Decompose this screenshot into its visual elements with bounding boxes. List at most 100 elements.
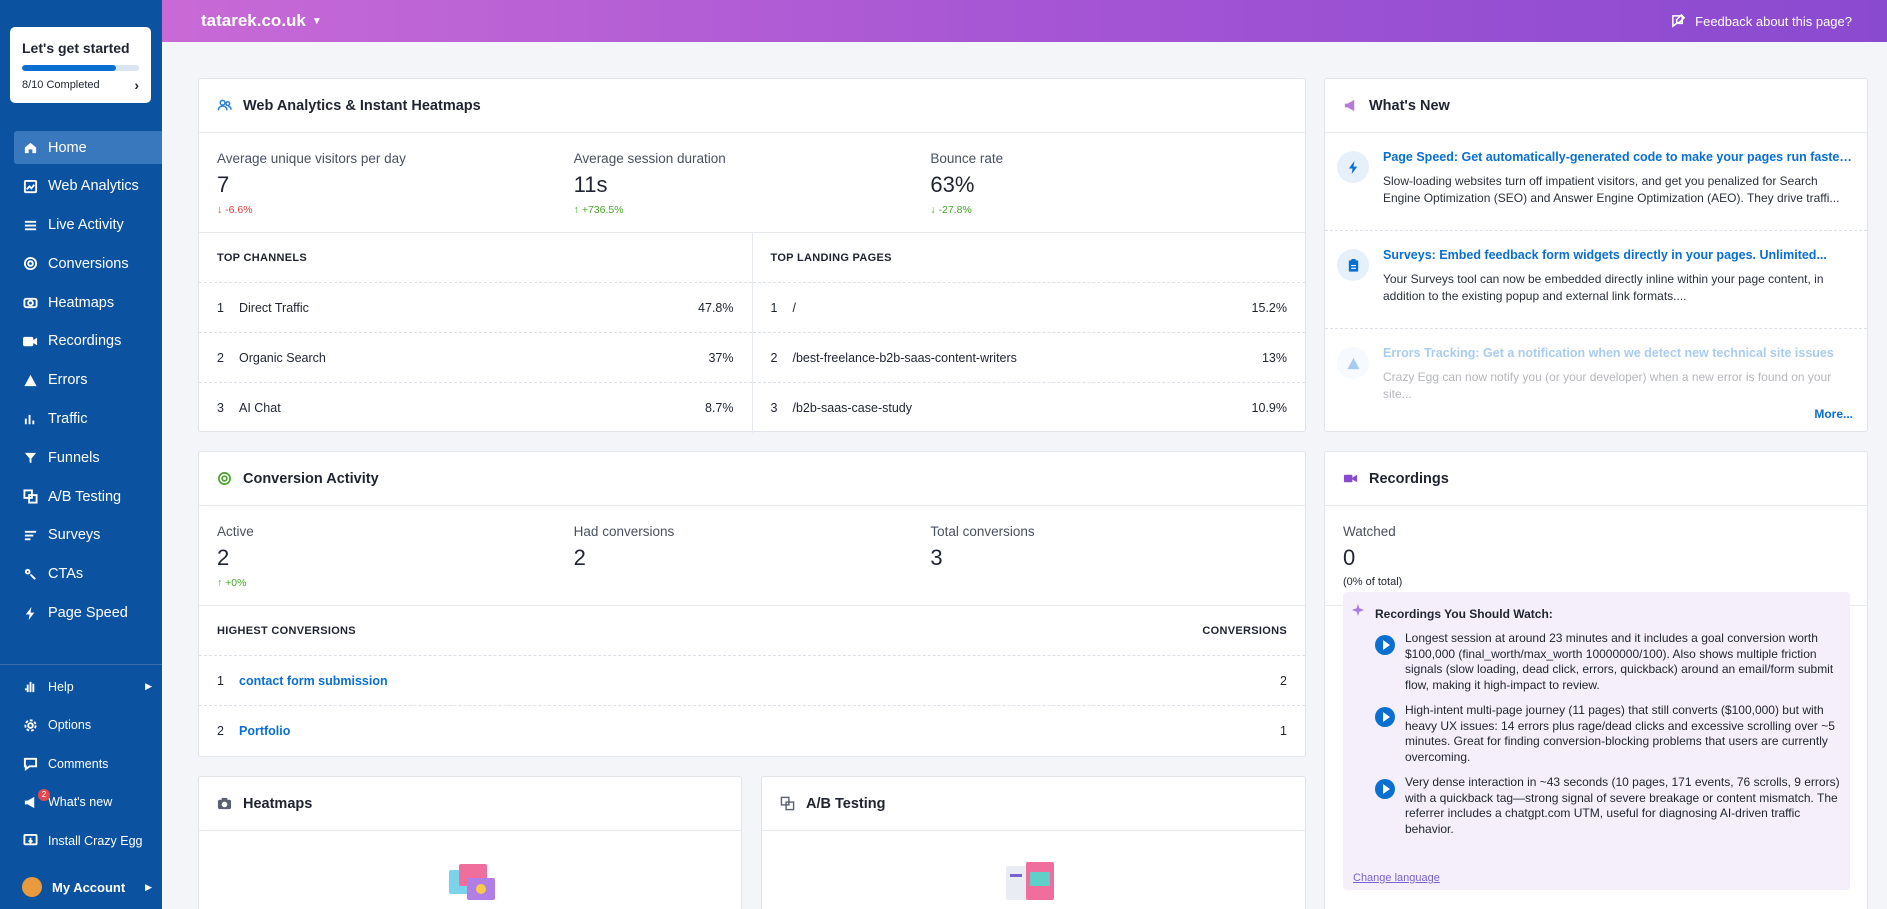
sidebar-item-traffic[interactable]: Traffic	[14, 403, 162, 436]
ab-testing-illustration-icon	[1006, 862, 1054, 900]
get-started-progress	[22, 65, 139, 71]
sidebar-item-web-analytics[interactable]: Web Analytics	[14, 170, 162, 203]
row-value: 8.7%	[705, 401, 734, 415]
sidebar-item-page-speed[interactable]: Page Speed	[14, 597, 162, 630]
table-row[interactable]: 3/b2b-saas-case-study 10.9%	[753, 383, 1306, 433]
sidebar-item-options[interactable]: Options	[14, 710, 162, 741]
table-row[interactable]: 2 Organic Search 37%	[199, 333, 752, 383]
table-row[interactable]: 1 contact form submission 2	[199, 656, 1305, 706]
change-language-link[interactable]: Change language	[1353, 872, 1440, 884]
stat-label: Active	[217, 524, 254, 539]
recordings-header[interactable]: Recordings	[1325, 452, 1867, 506]
camera-icon	[22, 295, 38, 311]
more-link[interactable]: More...	[1814, 407, 1853, 421]
sidebar-item-what-s-new[interactable]: 2 What's new	[14, 787, 162, 818]
traffic-icon	[22, 411, 38, 427]
sidebar-item-funnels[interactable]: Funnels	[14, 441, 162, 474]
my-account[interactable]: My Account ▶	[14, 877, 162, 897]
target-icon	[22, 256, 38, 272]
sidebar-item-errors[interactable]: Errors	[14, 364, 162, 397]
stat-value: 7	[217, 172, 230, 197]
sidebar-item-ctas[interactable]: CTAs	[14, 558, 162, 591]
sidebar-item-conversions[interactable]: Conversions	[14, 247, 162, 280]
get-started-progress-text: 8/10 Completed	[22, 79, 100, 91]
sidebar-item-install-crazy-egg[interactable]: Install Crazy Egg	[14, 825, 162, 856]
news-item[interactable]: Page Speed: Get automatically-generated …	[1325, 133, 1867, 231]
table-row[interactable]: 2/best-freelance-b2b-saas-content-writer…	[752, 333, 1305, 383]
play-icon[interactable]	[1375, 635, 1395, 655]
recordings-should-watch: Recordings You Should Watch: Longest ses…	[1343, 592, 1850, 890]
highest-conversions-header: HIGHEST CONVERSIONS CONVERSIONS	[199, 606, 1305, 656]
row-name[interactable]: contact form submission	[239, 673, 388, 688]
sidebar-item-label: Recordings	[48, 333, 122, 350]
table-row[interactable]: 1 Direct Traffic 47.8%	[199, 283, 752, 333]
funnel-icon	[22, 450, 38, 466]
row-name: Direct Traffic	[239, 300, 309, 315]
sidebar-item-home[interactable]: Home	[14, 131, 162, 164]
arrow-down-icon: ↓	[930, 204, 939, 216]
caret-right-icon: ▶	[145, 881, 152, 892]
heatmaps-header[interactable]: Heatmaps	[199, 777, 741, 831]
play-icon[interactable]	[1375, 779, 1395, 799]
stat-label: Average unique visitors per day	[217, 151, 406, 166]
sidebar-item-a-b-testing[interactable]: A/B Testing	[14, 480, 162, 513]
stat-value: 2	[217, 545, 230, 570]
sidebar-item-live-activity[interactable]: Live Activity	[14, 209, 162, 242]
row-value: 10.9%	[1251, 401, 1287, 415]
stat-visitors: Average unique visitors per day 7 ↓ -6.6…	[217, 151, 574, 232]
chart-icon	[22, 178, 38, 194]
row-name: /b2b-saas-case-study	[792, 401, 913, 415]
news-title[interactable]: Errors Tracking: Get a notification when…	[1383, 346, 1834, 360]
sidebar-item-comments[interactable]: Comments	[14, 748, 162, 779]
get-started-card[interactable]: Let's get started 8/10 Completed ›	[10, 27, 151, 103]
recording-description: High-intent multi-page journey (11 pages…	[1405, 703, 1835, 764]
sidebar-item-label: Conversions	[48, 255, 129, 272]
chevron-right-icon[interactable]: ›	[134, 77, 139, 93]
sidebar-item-heatmaps[interactable]: Heatmaps	[14, 286, 162, 319]
row-index: 2	[217, 350, 224, 365]
ab-testing-header[interactable]: A/B Testing	[762, 777, 1305, 831]
play-icon[interactable]	[1375, 707, 1395, 727]
whats-new-title: What's New	[1369, 97, 1450, 114]
ab-icon	[780, 796, 795, 811]
ab-testing-card: A/B Testing	[761, 776, 1306, 909]
conversion-header[interactable]: Conversion Activity	[199, 452, 1305, 506]
row-name: Organic Search	[239, 350, 326, 365]
table-row[interactable]: 1 / 15.2%	[752, 283, 1305, 333]
analytics-stats: Average unique visitors per day 7 ↓ -6.6…	[199, 133, 1305, 233]
news-body: Crazy Egg can now notify you (or your de…	[1383, 370, 1832, 401]
sidebar-item-label: Errors	[48, 372, 88, 389]
caret-down-icon: ▼	[311, 15, 322, 27]
table-row[interactable]: 3 AI Chat 8.7%	[199, 383, 752, 433]
sparkle-icon	[1351, 603, 1365, 617]
watched-label: Watched	[1343, 524, 1396, 539]
sidebar-item-label: Heatmaps	[48, 294, 115, 311]
sidebar-item-label: CTAs	[48, 566, 84, 583]
avatar	[22, 877, 42, 897]
sidebar-item-label: Surveys	[48, 527, 101, 544]
sidebar-item-label: Comments	[48, 756, 109, 771]
sidebar-item-help[interactable]: Help ▶	[14, 671, 162, 702]
video-icon	[1343, 474, 1358, 483]
stat-session: Average session duration 11s ↑ +736.5%	[574, 151, 931, 232]
row-name[interactable]: Portfolio	[239, 724, 291, 738]
news-item[interactable]: Errors Tracking: Get a notification when…	[1325, 329, 1867, 427]
sidebar-item-label: Help	[48, 679, 74, 694]
target-icon	[218, 472, 231, 485]
recommended-recording: High-intent multi-page journey (11 pages…	[1353, 703, 1840, 765]
site-selector[interactable]: tatarek.co.uk ▼	[201, 11, 322, 31]
feedback-link[interactable]: Feedback about this page?	[1671, 13, 1852, 29]
news-title[interactable]: Page Speed: Get automatically-generated …	[1383, 150, 1853, 164]
news-title[interactable]: Surveys: Embed feedback form widgets dir…	[1383, 248, 1827, 262]
row-name: /best-freelance-b2b-saas-content-writers	[792, 350, 1017, 365]
sidebar-item-recordings[interactable]: Recordings	[14, 325, 162, 358]
comment-icon	[22, 756, 38, 772]
news-item[interactable]: Surveys: Embed feedback form widgets dir…	[1325, 231, 1867, 329]
sidebar-item-surveys[interactable]: Surveys	[14, 519, 162, 552]
web-analytics-header[interactable]: Web Analytics & Instant Heatmaps	[199, 79, 1305, 133]
stat-delta-value: +736.5%	[581, 204, 624, 216]
table-row[interactable]: 2 Portfolio 1	[199, 706, 1305, 756]
stat-label: Average session duration	[573, 151, 726, 166]
feedback-icon	[1672, 13, 1686, 28]
row-index: 2	[770, 350, 778, 365]
